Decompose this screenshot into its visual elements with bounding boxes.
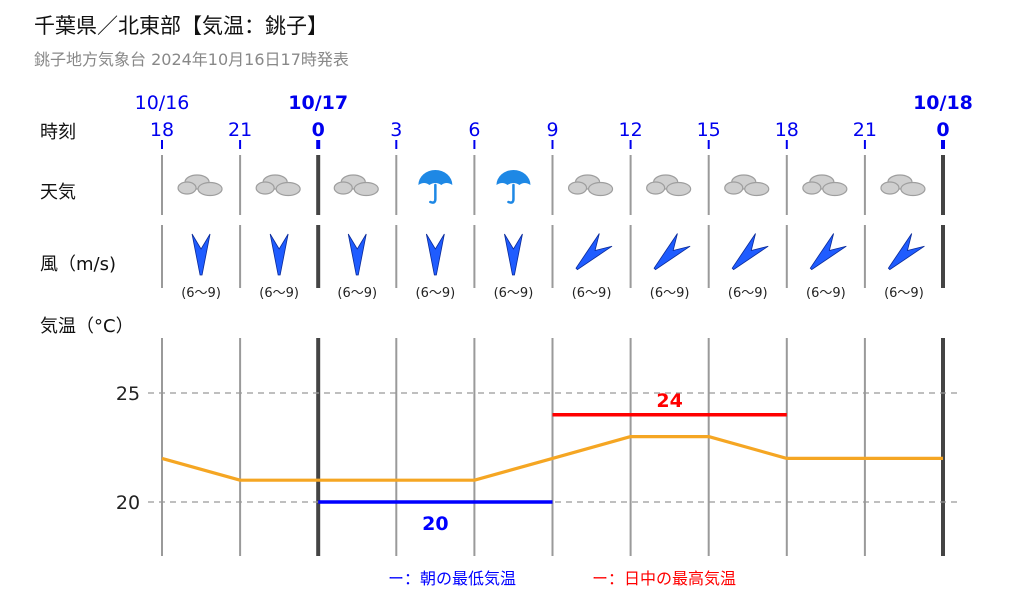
cloud-icon <box>333 174 379 197</box>
cloud-puff <box>724 181 744 195</box>
cloud-puff <box>802 181 822 195</box>
legend-entry: ー：朝の最低気温 <box>388 569 516 588</box>
hour-label: 18 <box>150 119 174 141</box>
cloud-icon <box>802 174 848 197</box>
wind-row-label: 風（m/s) <box>40 254 116 275</box>
wind-arrow-shape <box>504 233 523 276</box>
hour-label: 9 <box>546 119 558 141</box>
hour-label: 3 <box>390 119 402 141</box>
cloud-puff <box>587 181 614 197</box>
hour-label: 0 <box>936 119 949 141</box>
wind-arrow-icon <box>731 233 769 271</box>
cloud-icon <box>567 174 614 197</box>
umbrella-canopy <box>496 170 531 185</box>
hour-label: 21 <box>853 119 877 141</box>
cloud-puff <box>822 181 848 197</box>
wind-arrow-shape <box>887 233 925 271</box>
cloud-puff <box>353 181 379 197</box>
wind-arrow-icon <box>347 233 367 276</box>
wind-arrow-icon <box>504 233 523 276</box>
wind-speed-label: (6～9) <box>728 286 768 301</box>
wind-arrow-icon <box>809 233 847 271</box>
wind-speed-label: (6～9) <box>259 286 299 301</box>
wind-arrow-shape <box>269 233 289 276</box>
date-label: 10/17 <box>288 92 348 114</box>
cloud-puff <box>880 181 900 195</box>
hour-label: 18 <box>775 119 799 141</box>
umbrella-canopy <box>418 170 453 185</box>
wind-arrow-shape <box>731 233 769 271</box>
umbrella-icon <box>418 170 453 204</box>
hour-labels: 18 21 0 3 6 9 12 15 18 21 0 <box>150 119 950 149</box>
wind-speed-label: (6～9) <box>806 286 846 301</box>
max-temp-label: 24 <box>656 390 682 412</box>
page-subtitle: 銚子地方気象台 2024年10月16日17時発表 <box>34 50 349 69</box>
cloud-icon <box>724 174 770 197</box>
temperature-plot: 2024 <box>161 390 944 535</box>
cloud-icon <box>880 174 926 197</box>
weather-icons <box>177 170 926 204</box>
hour-label: 15 <box>697 119 721 141</box>
hour-label: 6 <box>468 119 480 141</box>
cloud-puff <box>646 181 666 195</box>
cloud-puff <box>567 181 588 195</box>
wind-arrow-shape <box>425 233 445 276</box>
wind-arrow-shape <box>575 233 613 271</box>
chart-legend: ー：朝の最低気温 ー：日中の最高気温 <box>388 569 736 588</box>
date-labels: 10/16 10/17 10/18 <box>135 92 973 114</box>
cloud-icon <box>255 174 301 197</box>
cloud-puff <box>744 181 770 197</box>
wind-arrow-icon <box>575 233 613 271</box>
wind-speed-label: (6～9) <box>337 286 377 301</box>
cloud-puff <box>177 181 197 195</box>
cloud-puff <box>333 181 353 195</box>
wind-arrows: (6～9) (6～9) (6～9) (6～9) (6～9) (6～9) (6～9) (6～9)… <box>181 233 925 301</box>
hour-label: 21 <box>228 119 252 141</box>
weather-row-label: 天気 <box>40 182 76 203</box>
cloud-puff <box>900 181 926 197</box>
page-title: 千葉県／北東部【気温：銚子】 <box>34 14 328 38</box>
wind-speed-label: (6～9) <box>494 286 534 301</box>
min-temp-label: 20 <box>422 513 448 535</box>
wind-arrow-shape <box>653 233 691 271</box>
umbrella-icon <box>496 170 531 204</box>
wind-arrow-icon <box>887 233 925 271</box>
temp-row-label: 気温（°C） <box>40 316 134 337</box>
wind-arrow-icon <box>269 233 289 276</box>
wind-arrow-icon <box>191 233 211 276</box>
y-tick-label: 20 <box>116 492 140 514</box>
wind-arrow-shape <box>347 233 367 276</box>
cloud-icon <box>177 174 223 197</box>
cloud-icon <box>646 174 692 197</box>
wind-speed-label: (6～9) <box>416 286 456 301</box>
cloud-puff <box>197 181 223 197</box>
cloud-puff <box>255 181 275 195</box>
cloud-puff <box>275 181 301 197</box>
umbrella-handle <box>507 183 515 204</box>
wind-speed-label: (6～9) <box>572 286 612 301</box>
hour-label: 12 <box>619 119 643 141</box>
umbrella-handle <box>429 183 437 204</box>
wind-arrow-icon <box>425 233 445 276</box>
date-label: 10/18 <box>913 92 973 114</box>
wind-arrow-shape <box>809 233 847 271</box>
cloud-puff <box>666 181 692 197</box>
wind-arrow-icon <box>653 233 691 271</box>
wind-speed-label: (6～9) <box>884 286 924 301</box>
y-tick-label: 25 <box>116 383 140 405</box>
wind-speed-label: (6～9) <box>650 286 690 301</box>
time-row-label: 時刻 <box>40 122 76 143</box>
legend-entry: ー：日中の最高気温 <box>592 569 736 588</box>
date-label: 10/16 <box>135 92 190 114</box>
wind-speed-label: (6～9) <box>181 286 221 301</box>
hour-label: 0 <box>312 119 325 141</box>
wind-arrow-shape <box>191 233 211 276</box>
